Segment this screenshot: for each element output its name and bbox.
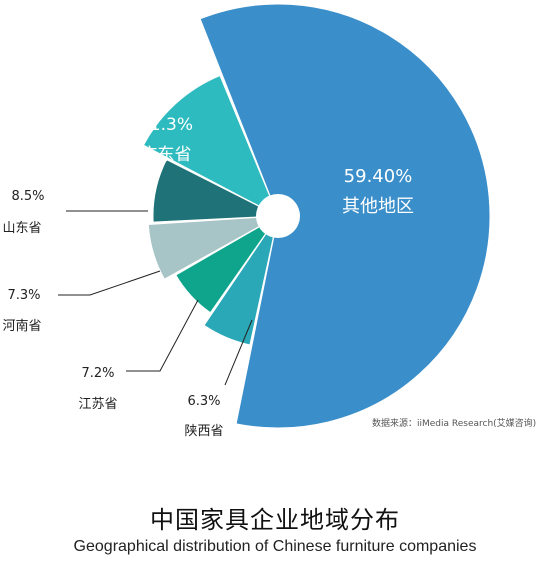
slice-category-label: 陕西省 <box>184 424 223 439</box>
leader-line <box>58 270 161 296</box>
pie-slice <box>142 74 279 218</box>
chart-subtitle: Geographical distribution of Chinese fur… <box>73 538 477 555</box>
leader-line <box>224 319 253 386</box>
chart-title: 中国家具企业地域分布 <box>150 506 400 534</box>
slice-value-label: 6.3% <box>187 394 220 409</box>
slice-value-label: 7.2% <box>81 366 114 381</box>
pie-slice <box>199 3 491 429</box>
pie-chart: 59.40% 其他地区 11.3% 广东省 8.5% 山东省 7.3% 河南省 7.2% 江苏省 6… <box>2 3 491 439</box>
slice-value-label: 7.3% <box>7 288 40 303</box>
slice-value-label: 59.40% <box>344 166 413 187</box>
pie-center-hole <box>256 194 300 238</box>
slice-category-label: 山东省 <box>2 221 41 236</box>
slice-category-label: 河南省 <box>2 318 41 334</box>
pie-slice <box>203 215 279 346</box>
slice-value-label: 11.3% <box>139 115 193 135</box>
slice-value-label: 8.5% <box>11 189 44 204</box>
pie-slice <box>175 215 279 314</box>
slice-category-label: 广东省 <box>141 145 192 165</box>
source-note: 数据来源：iiMedia Research(艾媒咨询) <box>372 419 537 429</box>
slice-category-label: 江苏省 <box>78 396 117 412</box>
leader-line <box>126 299 199 372</box>
pie-slice <box>147 215 279 280</box>
pie-slice <box>152 158 280 223</box>
slice-category-label: 其他地区 <box>342 196 414 217</box>
